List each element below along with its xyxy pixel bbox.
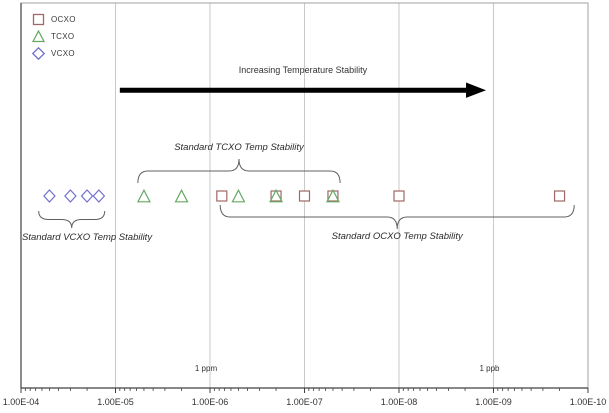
ocxo-marker — [553, 190, 566, 202]
tcxo-brace-label: Standard TCXO Temp Stability — [174, 142, 304, 153]
legend: OCXO TCXO VCXO — [32, 11, 76, 62]
ppb-scale-label: 1 ppb — [479, 364, 500, 373]
ocxo-brace-label: Standard OCXO Temp Stability — [331, 231, 463, 242]
arrow-label: Increasing Temperature Stability — [238, 65, 368, 75]
legend-label: VCXO — [51, 49, 75, 58]
x-tick-label: 1.00E-07 — [286, 397, 323, 407]
tcxo-marker — [231, 188, 246, 203]
tcxo-marker — [136, 188, 151, 203]
tcxo-marker — [269, 188, 284, 203]
tcxo-marker — [325, 188, 340, 203]
legend-item-ocxo: OCXO — [32, 11, 76, 28]
vcxo-range-brace — [38, 210, 106, 229]
x-tick-label: 1.00E-10 — [569, 397, 607, 407]
arrow-head — [466, 82, 487, 98]
ocxo-marker — [298, 190, 311, 202]
ocxo-range-brace — [219, 204, 575, 230]
x-tick-label: 1.00E-09 — [475, 397, 512, 407]
vcxo-brace-label: Standard VCXO Temp Stability — [22, 232, 153, 243]
vcxo-marker — [80, 189, 94, 203]
legend-item-tcxo: TCXO — [32, 28, 76, 45]
legend-label: OCXO — [51, 15, 76, 24]
x-tick-label: 1.00E-08 — [380, 397, 418, 407]
vcxo-marker — [64, 189, 77, 203]
x-tick-label: 1.00E-04 — [2, 397, 40, 407]
ocxo-marker — [393, 190, 405, 202]
square-icon — [32, 13, 45, 26]
x-tick-label: 1.00E-05 — [97, 397, 134, 407]
vcxo-marker — [43, 189, 56, 203]
tcxo-range-brace — [137, 158, 341, 184]
tcxo-marker — [174, 188, 189, 203]
ocxo-marker — [216, 190, 228, 202]
triangle-icon — [32, 30, 45, 43]
ppm-scale-label: 1 ppm — [194, 364, 218, 373]
x-tick-label: 1.00E-06 — [191, 397, 229, 407]
vcxo-marker — [92, 189, 106, 203]
legend-item-vcxo: VCXO — [32, 45, 76, 62]
legend-label: TCXO — [51, 32, 75, 41]
diamond-icon — [32, 47, 45, 60]
